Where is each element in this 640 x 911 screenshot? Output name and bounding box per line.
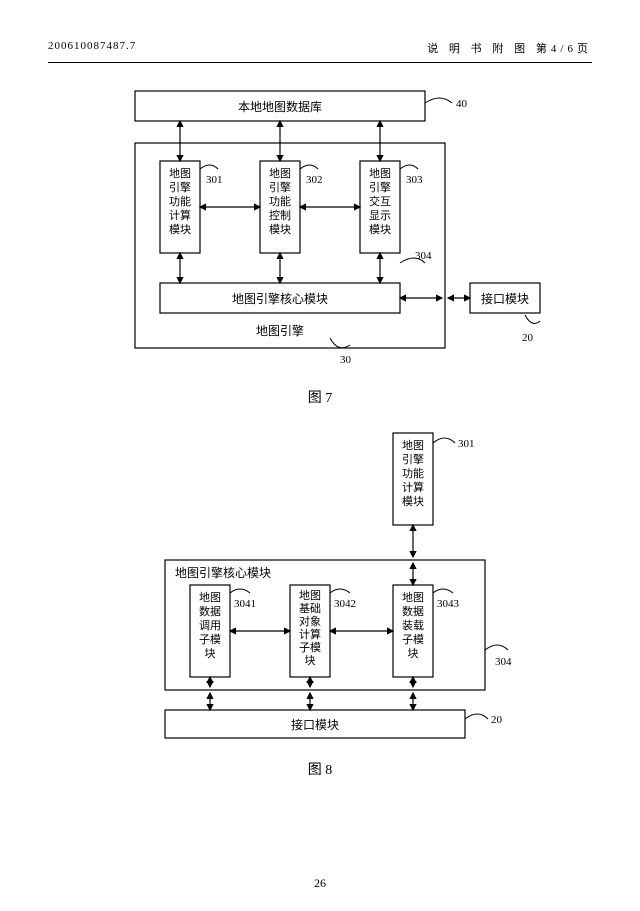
svg-text:计算: 计算 bbox=[299, 627, 321, 641]
iface-label-8: 接口模块 bbox=[291, 717, 339, 732]
svg-text:引擎: 引擎 bbox=[269, 180, 291, 194]
svg-text:地图: 地图 bbox=[199, 591, 221, 604]
svg-text:调用: 调用 bbox=[199, 619, 221, 632]
svg-text:功能: 功能 bbox=[402, 466, 424, 480]
db-num: 40 bbox=[456, 98, 468, 110]
svg-text:地图: 地图 bbox=[269, 167, 291, 180]
svg-text:301: 301 bbox=[206, 174, 223, 186]
top-calc-num: 301 bbox=[458, 438, 475, 450]
svg-text:引擎: 引擎 bbox=[369, 180, 391, 194]
header-left: 200610087487.7 bbox=[48, 40, 136, 56]
svg-text:3041: 3041 bbox=[234, 598, 256, 610]
svg-text:交互: 交互 bbox=[369, 194, 391, 208]
svg-text:地图: 地图 bbox=[402, 591, 424, 604]
svg-text:装载: 装载 bbox=[402, 619, 424, 632]
svg-text:计算: 计算 bbox=[402, 480, 424, 494]
figure-8-caption: 图 8 bbox=[48, 759, 592, 779]
svg-text:引擎: 引擎 bbox=[169, 180, 191, 194]
svg-text:功能: 功能 bbox=[169, 194, 191, 208]
svg-text:303: 303 bbox=[406, 174, 423, 186]
figure-7: 本地地图数据库 40 地图引擎 30 地图 引擎 功能 计算 模块 301 地图… bbox=[80, 83, 560, 373]
svg-text:块: 块 bbox=[305, 654, 316, 667]
db-label: 本地地图数据库 bbox=[238, 99, 322, 114]
svg-text:子模: 子模 bbox=[299, 641, 321, 654]
svg-text:数据: 数据 bbox=[199, 604, 221, 618]
svg-text:地图: 地图 bbox=[299, 589, 321, 602]
svg-text:3043: 3043 bbox=[437, 598, 460, 610]
svg-text:模块: 模块 bbox=[269, 223, 291, 236]
svg-text:模块: 模块 bbox=[169, 223, 191, 236]
svg-text:基础: 基础 bbox=[299, 602, 321, 615]
svg-text:引擎: 引擎 bbox=[402, 452, 424, 466]
header-right: 说 明 书 附 图 第4/6页 bbox=[427, 40, 592, 56]
core-num: 304 bbox=[415, 250, 432, 262]
svg-text:块: 块 bbox=[205, 647, 216, 660]
figure-7-caption: 图 7 bbox=[48, 387, 592, 407]
svg-text:对象: 对象 bbox=[299, 614, 321, 628]
page-header: 200610087487.7 说 明 书 附 图 第4/6页 bbox=[48, 40, 592, 63]
iface-num: 20 bbox=[522, 332, 534, 344]
svg-text:模块: 模块 bbox=[402, 495, 424, 508]
engine-label: 地图引擎 bbox=[256, 323, 304, 338]
svg-text:块: 块 bbox=[408, 647, 419, 660]
core-label: 地图引擎核心模块 bbox=[232, 291, 328, 306]
page-number: 26 bbox=[0, 876, 640, 891]
engine-num: 30 bbox=[340, 354, 352, 366]
svg-text:模块: 模块 bbox=[369, 223, 391, 236]
svg-text:3042: 3042 bbox=[334, 598, 356, 610]
figure-8: 地图 引擎 功能 计算 模块 301 地图引擎核心模块 304 地图 数据 调用… bbox=[110, 425, 530, 745]
iface-num-8: 20 bbox=[491, 714, 503, 726]
svg-text:子模: 子模 bbox=[199, 633, 221, 646]
iface-label: 接口模块 bbox=[481, 291, 529, 306]
svg-text:数据: 数据 bbox=[402, 604, 424, 618]
svg-text:计算: 计算 bbox=[169, 208, 191, 222]
core-container-num: 304 bbox=[495, 656, 512, 668]
svg-text:地图: 地图 bbox=[369, 167, 391, 180]
svg-text:地图: 地图 bbox=[169, 167, 191, 180]
svg-text:功能: 功能 bbox=[269, 194, 291, 208]
svg-text:302: 302 bbox=[306, 174, 323, 186]
page: 200610087487.7 说 明 书 附 图 第4/6页 本地地图数据库 4… bbox=[0, 0, 640, 911]
svg-text:子模: 子模 bbox=[402, 633, 424, 646]
svg-text:显示: 显示 bbox=[369, 209, 391, 222]
svg-text:地图: 地图 bbox=[402, 439, 424, 452]
svg-text:控制: 控制 bbox=[269, 208, 291, 222]
core-container-label: 地图引擎核心模块 bbox=[175, 565, 271, 580]
